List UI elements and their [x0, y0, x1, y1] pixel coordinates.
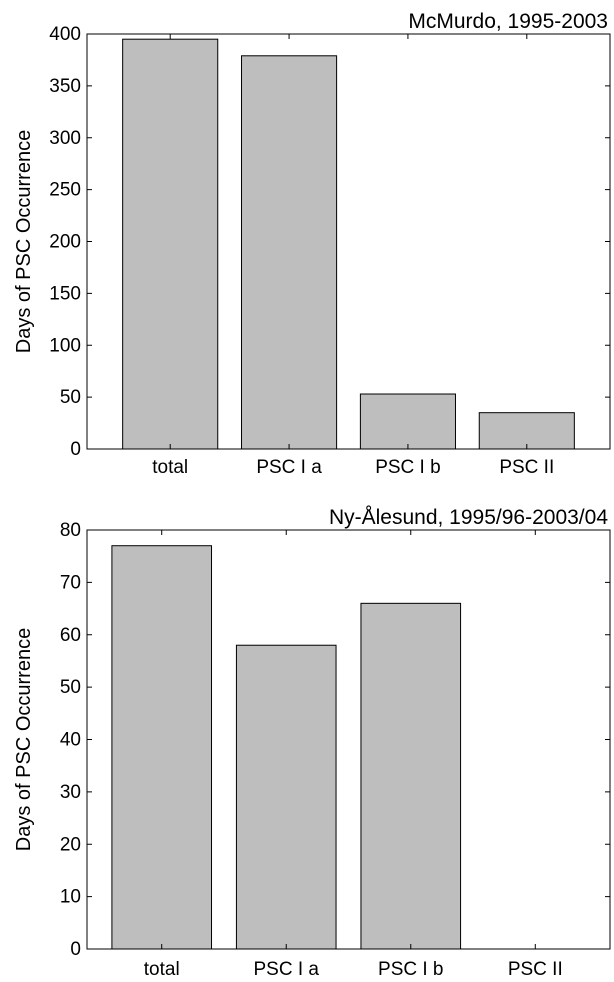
y-tick-label: 200: [49, 232, 81, 253]
y-tick-label: 300: [49, 128, 81, 149]
y-tick-label: 400: [49, 24, 81, 45]
chart-2: 0 10 20 30 40 50 60 70 80 total PSC I a PSC I b PSC …: [13, 506, 611, 980]
category-label: total: [152, 457, 188, 478]
category-label: PSC I b: [378, 959, 443, 980]
y-tick-label: 350: [49, 76, 81, 97]
y-axis-label: Days of PSC Occurrence: [13, 628, 35, 851]
y-tick-label: 20: [60, 834, 81, 855]
bar-psc-i-b: [360, 602, 462, 950]
y-tick-label: 10: [60, 887, 81, 908]
y-tick-label: 30: [60, 782, 81, 803]
category-label: PSC II: [499, 457, 554, 478]
bar-total: [111, 545, 213, 950]
bar-psc-i-a: [235, 644, 337, 950]
chart-title: Ny-Ålesund, 1995/96-2003/04: [329, 506, 608, 529]
bar-psc-i-a: [241, 55, 338, 450]
y-tick-label: 150: [49, 283, 81, 304]
category-label: PSC I a: [256, 457, 322, 478]
y-tick-label: 250: [49, 180, 81, 201]
y-tick-label: 100: [49, 335, 81, 356]
chart-title: McMurdo, 1995-2003: [408, 10, 608, 33]
category-label: PSC I a: [253, 959, 319, 980]
y-tick-label: 0: [70, 939, 81, 960]
category-label: PSC II: [508, 959, 563, 980]
y-tick-label: 80: [60, 520, 81, 541]
bar-total: [122, 38, 219, 450]
y-tick-label: 40: [60, 730, 81, 751]
y-tick-label: 60: [60, 625, 81, 646]
y-tick-label: 50: [60, 387, 81, 408]
y-tick-label: 70: [60, 572, 81, 593]
y-tick-label: 0: [70, 439, 81, 460]
bar-psc-ii: [478, 412, 575, 450]
y-axis-label: Days of PSC Occurrence: [13, 130, 35, 353]
category-label: total: [144, 959, 180, 980]
category-label: PSC I b: [375, 457, 440, 478]
bar-psc-i-b: [359, 393, 456, 450]
y-tick-label: 50: [60, 677, 81, 698]
chart-1: 0 50 100 150 200 250 300 350 400 total PSC I a PSC …: [13, 10, 611, 478]
